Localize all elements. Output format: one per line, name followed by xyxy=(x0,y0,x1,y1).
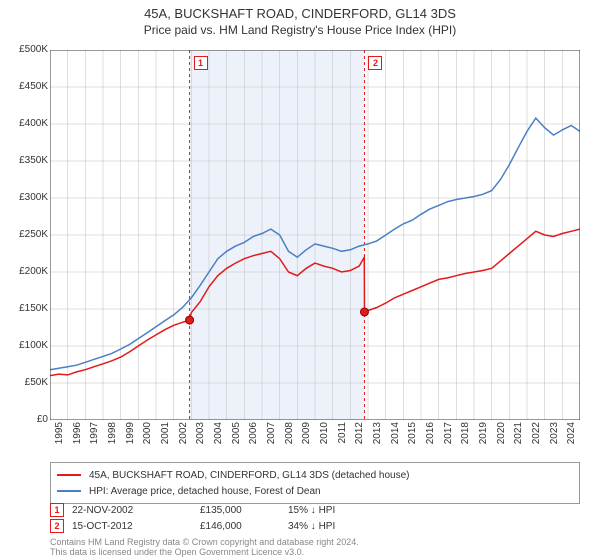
x-tick-label: 1999 xyxy=(125,422,136,452)
event-pct-2: 34% ↓ HPI xyxy=(288,521,388,532)
event-row-1: 1 22-NOV-2002 £135,000 15% ↓ HPI xyxy=(50,502,580,518)
x-tick-label: 2013 xyxy=(372,422,383,452)
x-tick-label: 2006 xyxy=(248,422,259,452)
event-box-2: 2 xyxy=(50,519,64,533)
legend-label-property: 45A, BUCKSHAFT ROAD, CINDERFORD, GL14 3D… xyxy=(89,470,409,481)
chart-container: 45A, BUCKSHAFT ROAD, CINDERFORD, GL14 3D… xyxy=(0,0,600,560)
event-price-2: £146,000 xyxy=(200,521,280,532)
legend-swatch-property xyxy=(57,474,81,476)
x-tick-label: 2011 xyxy=(337,422,348,452)
event-row-2: 2 15-OCT-2012 £146,000 34% ↓ HPI xyxy=(50,518,580,534)
event-date-1: 22-NOV-2002 xyxy=(72,505,192,516)
footer-attribution: Contains HM Land Registry data © Crown c… xyxy=(50,538,580,558)
x-tick-label: 2000 xyxy=(142,422,153,452)
x-tick-label: 2024 xyxy=(566,422,577,452)
y-tick-label: £100K xyxy=(0,340,48,351)
y-tick-label: £400K xyxy=(0,118,48,129)
title-subtitle: Price paid vs. HM Land Registry's House … xyxy=(0,23,600,37)
x-tick-label: 2010 xyxy=(319,422,330,452)
x-tick-label: 2008 xyxy=(284,422,295,452)
x-tick-label: 2003 xyxy=(195,422,206,452)
y-tick-label: £300K xyxy=(0,192,48,203)
x-tick-label: 1995 xyxy=(54,422,65,452)
event-table: 1 22-NOV-2002 £135,000 15% ↓ HPI 2 15-OC… xyxy=(50,502,580,534)
title-address: 45A, BUCKSHAFT ROAD, CINDERFORD, GL14 3D… xyxy=(0,6,600,21)
legend: 45A, BUCKSHAFT ROAD, CINDERFORD, GL14 3D… xyxy=(50,462,580,504)
event-price-1: £135,000 xyxy=(200,505,280,516)
y-tick-label: £250K xyxy=(0,229,48,240)
legend-label-hpi: HPI: Average price, detached house, Fore… xyxy=(89,486,321,497)
x-tick-label: 2018 xyxy=(460,422,471,452)
y-tick-label: £50K xyxy=(0,377,48,388)
x-tick-label: 1998 xyxy=(107,422,118,452)
y-tick-label: £450K xyxy=(0,81,48,92)
y-tick-label: £0 xyxy=(0,414,48,425)
legend-row-property: 45A, BUCKSHAFT ROAD, CINDERFORD, GL14 3D… xyxy=(57,467,573,483)
x-tick-label: 2005 xyxy=(231,422,242,452)
x-tick-label: 2023 xyxy=(549,422,560,452)
event-marker-box: 2 xyxy=(368,56,382,70)
y-tick-label: £150K xyxy=(0,303,48,314)
x-tick-label: 2014 xyxy=(390,422,401,452)
x-tick-label: 2009 xyxy=(301,422,312,452)
x-tick-label: 2002 xyxy=(178,422,189,452)
x-tick-label: 2007 xyxy=(266,422,277,452)
legend-row-hpi: HPI: Average price, detached house, Fore… xyxy=(57,483,573,499)
x-tick-label: 2020 xyxy=(496,422,507,452)
chart-titles: 45A, BUCKSHAFT ROAD, CINDERFORD, GL14 3D… xyxy=(0,0,600,39)
event-pct-1: 15% ↓ HPI xyxy=(288,505,388,516)
plot-area xyxy=(50,50,580,420)
x-tick-label: 2019 xyxy=(478,422,489,452)
x-tick-label: 2004 xyxy=(213,422,224,452)
event-marker-box: 1 xyxy=(194,56,208,70)
x-tick-label: 2015 xyxy=(407,422,418,452)
x-tick-label: 2012 xyxy=(354,422,365,452)
x-tick-label: 2022 xyxy=(531,422,542,452)
x-tick-label: 2021 xyxy=(513,422,524,452)
x-tick-label: 1997 xyxy=(89,422,100,452)
y-tick-label: £350K xyxy=(0,155,48,166)
x-tick-label: 2016 xyxy=(425,422,436,452)
y-tick-label: £500K xyxy=(0,44,48,55)
y-tick-label: £200K xyxy=(0,266,48,277)
x-tick-label: 1996 xyxy=(72,422,83,452)
event-date-2: 15-OCT-2012 xyxy=(72,521,192,532)
footer-line-2: This data is licensed under the Open Gov… xyxy=(50,548,580,558)
legend-swatch-hpi xyxy=(57,490,81,492)
x-tick-label: 2017 xyxy=(443,422,454,452)
event-box-1: 1 xyxy=(50,503,64,517)
x-tick-label: 2001 xyxy=(160,422,171,452)
chart-svg xyxy=(50,50,580,420)
